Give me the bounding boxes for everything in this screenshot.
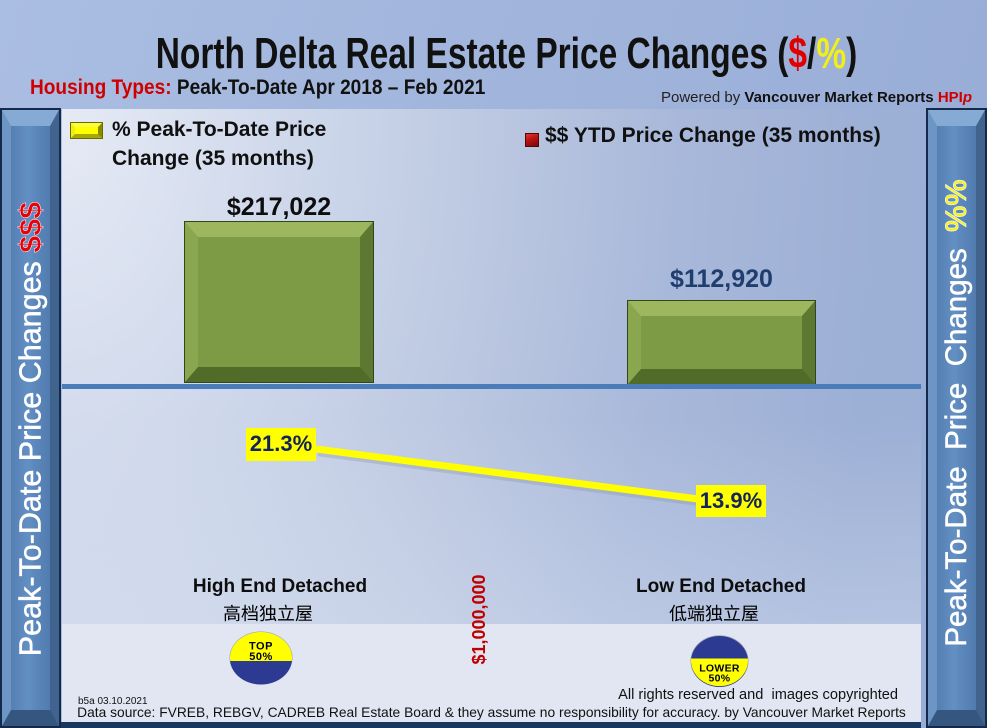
svg-text:50%: 50% <box>709 673 731 685</box>
svg-text:50%: 50% <box>249 651 273 663</box>
svg-text:LOWER: LOWER <box>699 663 740 675</box>
svg-text:TOP: TOP <box>249 641 273 653</box>
